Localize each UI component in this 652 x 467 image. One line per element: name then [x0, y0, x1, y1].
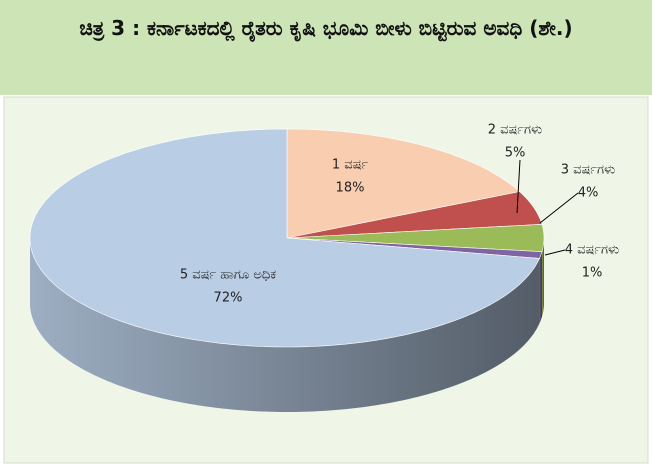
slice [286, 191, 543, 239]
slice-value-label: 4% [578, 186, 599, 201]
chart: 1 ವರ್ಷ 18% 2 ವರ್ಷಗಳು 5% 3 ವರ್ಷಗಳು 4% 4 ವರ್ಷಗಳು… [3, 96, 649, 464]
slice-label: 3 ವರ್ಷಗಳು [561, 163, 616, 178]
slice [286, 128, 521, 239]
leader-line [544, 249, 566, 256]
slice-label: 1 ವರ್ಷ [332, 158, 369, 173]
slice-label: 5 ವರ್ಷ ಹಾಗೂ ಅಧಿಕ [180, 268, 276, 283]
leader-line [539, 192, 579, 224]
slice-side-shade [539, 251, 542, 324]
slice-label: 2 ವರ್ಷಗಳು [488, 123, 543, 138]
slice-value-label: 18% [336, 181, 365, 196]
slice [286, 224, 545, 252]
leader-line [516, 159, 521, 214]
slice-value-label: 5% [505, 146, 526, 161]
slice-label: 4 ವರ್ಷಗಳು [565, 243, 620, 258]
slice-side-shade [541, 238, 544, 317]
slice-value-label: 72% [214, 291, 243, 306]
chart-title: ಚಿತ್ರ 3 : ಕರ್ನಾಟಕದಲ್ಲಿ ರೈತರು ಕೃಷಿ ಭೂಮಿ ಬ… [0, 0, 652, 95]
slice [29, 128, 540, 348]
slice-value-label: 1% [582, 266, 603, 281]
slice-side-shade [30, 238, 540, 412]
